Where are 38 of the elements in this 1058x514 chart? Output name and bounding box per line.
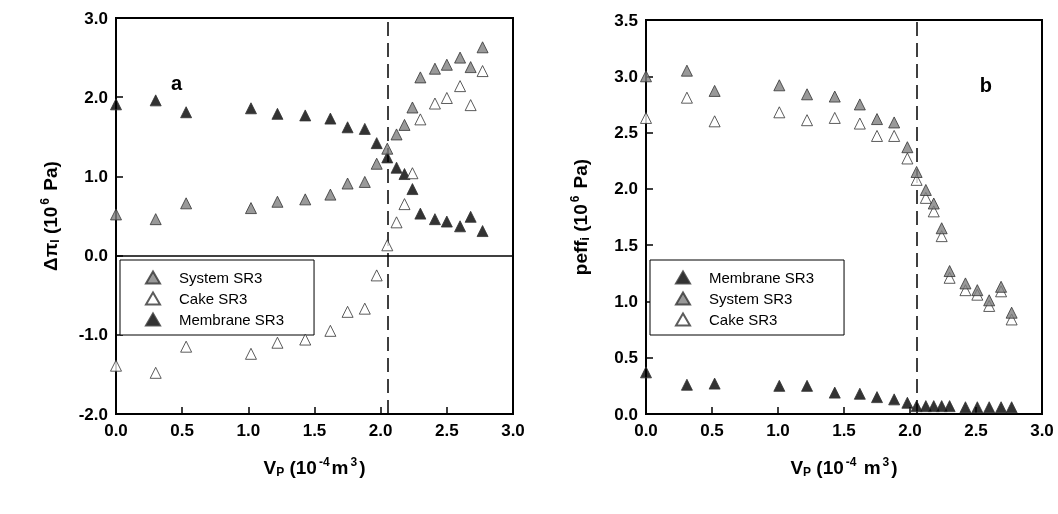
y-tick-label: 1.5 <box>614 235 638 255</box>
y-tick-label: 3.0 <box>84 8 108 28</box>
y-tick-label: 1.0 <box>614 291 638 311</box>
legend-label: Cake SR3 <box>709 311 778 328</box>
legend-label: Cake SR3 <box>179 290 248 307</box>
y-tick-label: 3.5 <box>614 10 638 30</box>
x-tick-label: 2.5 <box>964 421 988 440</box>
y-axis-title: ΔπI (106 Pa) <box>38 161 62 271</box>
x-tick-label: 2.0 <box>898 421 922 440</box>
legend-label: System SR3 <box>179 269 263 286</box>
x-tick-label: 1.5 <box>302 421 327 440</box>
y-tick-label: 2.0 <box>614 179 638 199</box>
x-tick-label: 0.5 <box>700 421 724 440</box>
y-tick-label: 0.5 <box>614 348 638 368</box>
y-tick-label: 2.5 <box>614 123 638 143</box>
text: a <box>171 72 183 94</box>
x-tick-label: 2.0 <box>368 421 393 440</box>
x-tick-label: 3.0 <box>1030 421 1054 440</box>
y-tick-label: 0.0 <box>84 246 108 266</box>
y-tick-label: -2.0 <box>78 404 108 424</box>
legend-label: System SR3 <box>709 290 793 307</box>
y-tick-label: 2.0 <box>84 87 108 107</box>
legend-label: Membrane SR3 <box>179 311 285 328</box>
y-tick-label: 0.0 <box>614 404 638 424</box>
legend-label: Membrane SR3 <box>709 269 815 286</box>
x-tick-label: 3.0 <box>501 421 525 440</box>
x-tick-label: 0.0 <box>634 421 658 440</box>
x-tick-label: 1.0 <box>236 421 261 440</box>
y-tick-label: -1.0 <box>78 325 108 345</box>
x-tick-label: 0.5 <box>170 421 194 440</box>
x-tick-label: 1.0 <box>766 421 790 440</box>
x-tick-label: 2.5 <box>435 421 459 440</box>
text: b <box>979 74 992 96</box>
y-axis-title: peffi (106 Pa) <box>568 158 592 276</box>
y-tick-label: 3.0 <box>614 66 638 86</box>
y-tick-label: 1.0 <box>84 166 108 186</box>
x-tick-label: 1.5 <box>832 421 856 440</box>
x-tick-label: 0.0 <box>104 421 128 440</box>
